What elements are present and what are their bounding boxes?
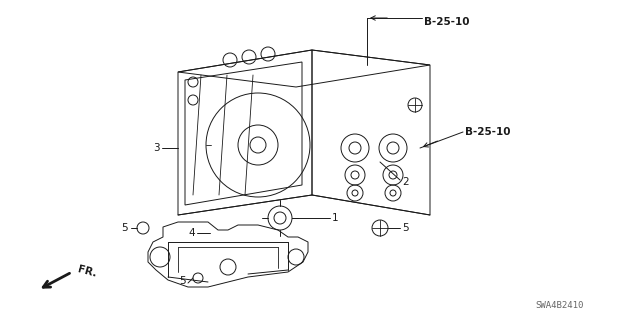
Text: 5: 5 (402, 223, 408, 233)
Text: FR.: FR. (76, 265, 97, 279)
Text: 5: 5 (179, 276, 186, 286)
Text: SWA4B2410: SWA4B2410 (536, 300, 584, 309)
Text: 1: 1 (332, 213, 339, 223)
Text: 4: 4 (188, 228, 195, 238)
Text: 3: 3 (154, 143, 160, 153)
Text: 5: 5 (122, 223, 128, 233)
Text: 2: 2 (402, 177, 408, 187)
Text: B-25-10: B-25-10 (424, 17, 470, 27)
Text: B-25-10: B-25-10 (465, 127, 511, 137)
